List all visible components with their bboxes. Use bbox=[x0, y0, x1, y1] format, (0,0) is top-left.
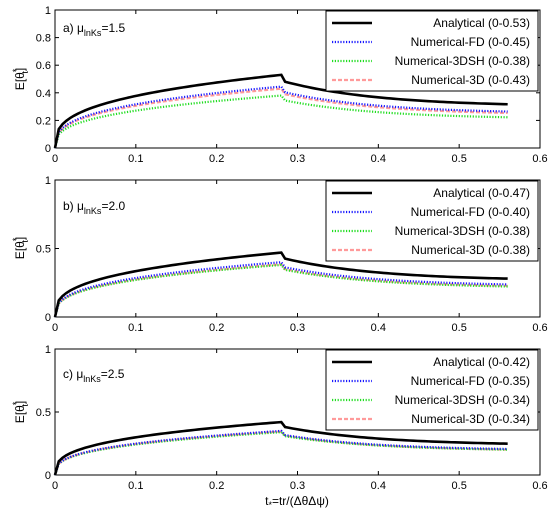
series-line-1 bbox=[53, 73, 508, 149]
svg-text:E[θ*t]: E[θ*t] bbox=[11, 237, 30, 259]
series-line-4 bbox=[53, 87, 508, 149]
legend-label-1: Analytical (0-0.53) bbox=[433, 16, 530, 30]
x-tick-label: 0.6 bbox=[532, 153, 547, 165]
panel-title: b) μlnKs=2.0 bbox=[63, 199, 125, 216]
y-tick-label: 0.5 bbox=[36, 407, 51, 419]
x-tick-label: 0.3 bbox=[290, 322, 305, 334]
y-tick-label: 0.8 bbox=[36, 33, 51, 45]
panel-a: 0 0.1 0.2 0.3 0.4 0.5 0.6 0 0.2 0.4 0.6 0.8 1 a) μln… bbox=[11, 5, 548, 165]
x-tick-label: 0.5 bbox=[452, 153, 467, 165]
x-tick-label: 0.1 bbox=[128, 322, 143, 334]
legend-label-1: Analytical (0-0.42) bbox=[433, 355, 530, 369]
legend-label-1: Analytical (0-0.47) bbox=[433, 186, 530, 200]
y-tick-label: 1 bbox=[45, 344, 51, 356]
x-tick-label: 0 bbox=[52, 480, 58, 492]
series-line-2 bbox=[53, 429, 508, 476]
svg-text:E[θ*t]: E[θ*t] bbox=[11, 401, 30, 423]
y-tick-label: 1 bbox=[45, 175, 51, 187]
legend-label-3: Numerical-3DSH (0-0.34) bbox=[395, 393, 530, 407]
legend: Analytical (0-0.53) Numerical-FD (0-0.45)… bbox=[325, 10, 539, 92]
x-tick-label: 0.6 bbox=[532, 480, 547, 492]
x-tick-label: 0.3 bbox=[290, 153, 305, 165]
x-tick-label: 0.2 bbox=[209, 480, 224, 492]
legend-box bbox=[325, 10, 539, 92]
legend: Analytical (0-0.42) Numerical-FD (0-0.35)… bbox=[325, 349, 539, 431]
x-tick-label: 0.1 bbox=[128, 480, 143, 492]
x-tick-label: 0.6 bbox=[532, 322, 547, 334]
legend-label-2: Numerical-FD (0-0.35) bbox=[411, 374, 530, 388]
panel-b: 0 0.1 0.2 0.3 0.4 0.5 0.6 0 0.5 1 b) μlnKs=2.0 E[… bbox=[11, 175, 548, 334]
series-line-2 bbox=[53, 85, 508, 149]
panel-title: c) μlnKs=2.5 bbox=[63, 367, 125, 384]
legend-label-3: Numerical-3DSH (0-0.38) bbox=[395, 54, 530, 68]
legend-label-2: Numerical-FD (0-0.45) bbox=[411, 35, 530, 49]
x-tick-label: 0.2 bbox=[209, 153, 224, 165]
x-tick-label: 0.4 bbox=[371, 480, 386, 492]
legend-label-4: Numerical-3D (0-0.43) bbox=[411, 73, 530, 87]
y-axis-label: E[θ*t] bbox=[11, 68, 30, 90]
panel-title: a) μlnKs=1.5 bbox=[63, 21, 125, 38]
legend-box bbox=[325, 180, 539, 262]
series-line-1 bbox=[53, 420, 508, 476]
y-tick-label: 1 bbox=[45, 5, 51, 17]
y-tick-label: 0.6 bbox=[36, 60, 51, 72]
x-tick-label: 0 bbox=[52, 153, 58, 165]
y-tick-label: 0.5 bbox=[36, 244, 51, 256]
series-line-1 bbox=[53, 251, 508, 318]
y-tick-label: 0.4 bbox=[36, 88, 51, 100]
x-tick-label: 0 bbox=[52, 322, 58, 334]
x-tick-label: 0.2 bbox=[209, 322, 224, 334]
x-tick-label: 0.3 bbox=[290, 480, 305, 492]
series-line-3 bbox=[53, 94, 508, 149]
y-tick-label: 0 bbox=[45, 312, 51, 324]
x-tick-label: 0.4 bbox=[371, 322, 386, 334]
y-axis-label: E[θ*t] bbox=[11, 237, 30, 259]
legend-label-3: Numerical-3DSH (0-0.38) bbox=[395, 224, 530, 238]
legend-label-4: Numerical-3D (0-0.38) bbox=[411, 243, 530, 257]
y-tick-label: 0.2 bbox=[36, 115, 51, 127]
x-tick-label: 0.5 bbox=[452, 322, 467, 334]
legend-label-4: Numerical-3D (0-0.34) bbox=[411, 412, 530, 426]
svg-text:E[θ*t]: E[θ*t] bbox=[11, 68, 30, 90]
x-axis-label: t*=tr/(ΔθΔψ) bbox=[265, 494, 329, 510]
y-tick-label: 0 bbox=[45, 470, 51, 482]
legend: Analytical (0-0.47) Numerical-FD (0-0.40)… bbox=[325, 180, 539, 262]
x-tick-label: 0.5 bbox=[452, 480, 467, 492]
x-tick-label: 0.4 bbox=[371, 153, 386, 165]
y-tick-label: 0 bbox=[45, 143, 51, 155]
y-axis-label: E[θ*t] bbox=[11, 401, 30, 423]
legend-box bbox=[325, 349, 539, 431]
panel-c: 0 0.1 0.2 0.3 0.4 0.5 0.6 0 0.5 1 c) μlnKs=2.5 E[… bbox=[11, 344, 548, 510]
x-tick-label: 0.1 bbox=[128, 153, 143, 165]
series-line-3 bbox=[53, 263, 508, 318]
legend-label-2: Numerical-FD (0-0.40) bbox=[411, 205, 530, 219]
